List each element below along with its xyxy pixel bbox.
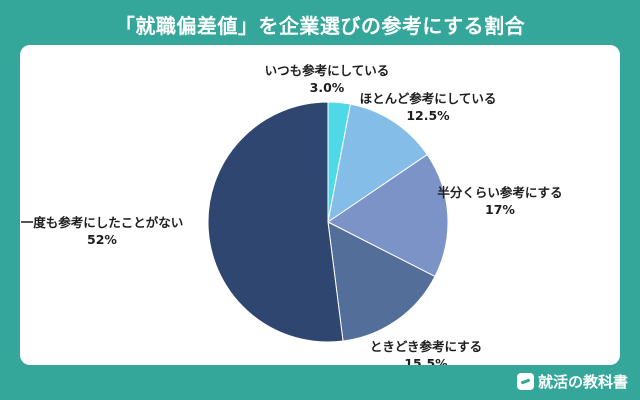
textbook-logo-icon <box>516 373 534 390</box>
brand-logo: 就活の教科書 <box>516 371 628 392</box>
brand-name: 就活の教科書 <box>537 373 628 391</box>
slice-value-label: 3.0% <box>310 80 345 95</box>
pie-slice <box>327 221 436 342</box>
pie-chart: いつも参考にしている 3.0% ほとんど参考にしている 12.5% 半分くらい参考にする… <box>21 63 563 365</box>
slice-label: いつも参考にしている <box>265 63 390 78</box>
pie-slice <box>327 153 449 278</box>
slice-label: ときどき参考にする <box>370 339 482 354</box>
slice-value-label: 15.5% <box>404 356 448 365</box>
slice-value-label: 17% <box>485 202 515 217</box>
slice-value-label: 52% <box>87 232 117 247</box>
chart-card: いつも参考にしている 3.0% ほとんど参考にしている 12.5% 半分くらい参考にする… <box>20 45 620 365</box>
slice-label: 半分くらい参考にする <box>437 185 562 200</box>
pie-slice <box>327 103 428 224</box>
slice-value-label: 12.5% <box>406 108 450 123</box>
page-title: 「就職偏差値」を企業選びの参考にする割合 <box>114 14 526 38</box>
slice-label: 一度も参考にしたことがない <box>21 215 184 230</box>
slice-label: ほとんど参考にしている <box>360 91 497 106</box>
pie-slice <box>207 101 344 343</box>
